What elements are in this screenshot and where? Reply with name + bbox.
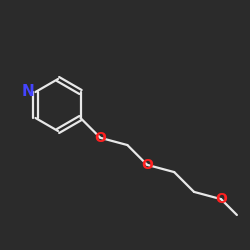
Text: O: O bbox=[141, 158, 153, 172]
Text: N: N bbox=[22, 84, 35, 98]
Text: O: O bbox=[215, 192, 227, 206]
Text: O: O bbox=[94, 131, 106, 145]
